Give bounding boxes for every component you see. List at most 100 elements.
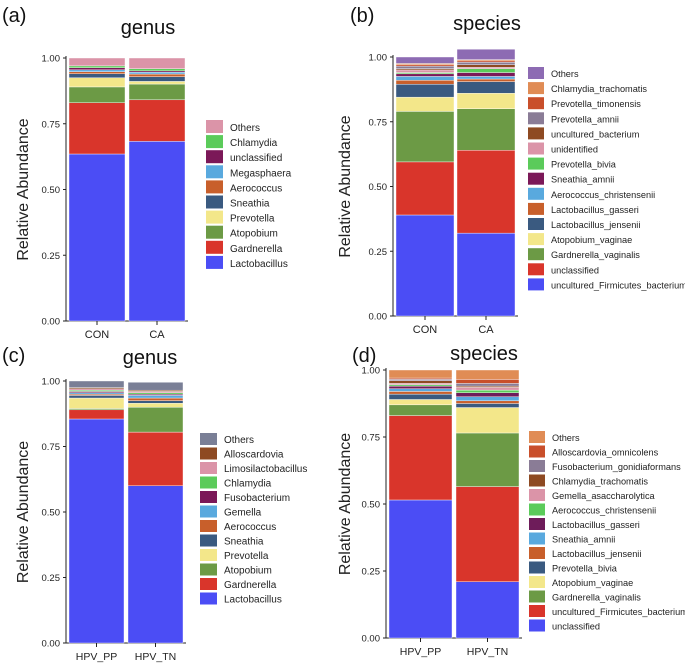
legend-label: Aerococcus <box>230 183 282 194</box>
bar-segment-lactobacillus <box>127 485 184 644</box>
bar-segment-unidentified <box>395 69 455 73</box>
bar-segment-gemella-asaccharolytica <box>455 387 520 391</box>
legend-swatch <box>528 142 544 155</box>
bar-segment-prevotella-bivia <box>388 393 453 400</box>
bar-segment-megasphaera <box>128 72 186 75</box>
legend-swatch <box>528 97 544 110</box>
legend-label: Prevotella <box>224 551 269 562</box>
legend-label: unclassified <box>230 153 282 164</box>
bar-segment-gardnerella-vaginalis <box>455 432 520 487</box>
y-axis-label: Relative Abundance <box>337 115 354 257</box>
bar-segment-others <box>68 57 126 67</box>
y-tick-label: 1.00 <box>42 54 61 65</box>
legend-swatch <box>529 460 545 472</box>
bar-segment-aerococcus <box>68 71 126 74</box>
bar-segment-aerococcus <box>128 73 186 77</box>
legend-swatch <box>200 592 217 605</box>
bar-segment-lactobacillus <box>128 141 186 322</box>
bar-segment-gardnerella <box>128 99 186 142</box>
y-axis-label: Relative Abundance <box>15 441 32 583</box>
y-tick-label: 0.25 <box>369 247 388 258</box>
bar-segment-atopobium-vaginae <box>388 399 453 406</box>
legend-label: Atopobium_vaginae <box>551 235 632 245</box>
bar-segment-lactobacillus-gasseri <box>395 80 455 85</box>
bar-segment-uncultured-bacterium <box>456 64 516 68</box>
legend-swatch <box>529 619 545 632</box>
legend-swatch <box>206 180 223 194</box>
y-tick-label: 0.00 <box>42 639 61 650</box>
panel-label: (b) <box>350 5 374 27</box>
legend-label: unclassified <box>552 622 600 632</box>
legend-label: Fusobacterium_gonidiaformans <box>552 462 681 472</box>
legend-label: Lactobacillus <box>224 595 282 606</box>
bar-segment-unclassified <box>455 581 520 639</box>
legend-swatch <box>206 195 223 209</box>
legend-label: Alloscardovia <box>224 450 284 461</box>
legend-swatch <box>529 503 545 516</box>
bar-segment-prevotella <box>127 403 184 408</box>
bar-segment-prevotella <box>68 77 126 88</box>
bar-segment-gemella <box>127 395 184 399</box>
legend-swatch <box>528 218 544 230</box>
y-tick-label: 0.75 <box>362 433 381 444</box>
x-tick-label: CA <box>478 324 494 336</box>
legend-swatch <box>529 474 545 487</box>
legend-label: Prevotella_bivia <box>552 564 618 574</box>
legend-swatch <box>529 547 545 559</box>
legend-swatch <box>528 278 544 291</box>
bar-segment-aerococcus-christensenii <box>395 76 455 81</box>
legend-label: Atopobium <box>224 566 272 577</box>
legend-label: Gardnerella_vaginalis <box>552 593 641 603</box>
legend-label: Gardnerella <box>230 244 283 255</box>
bar-segment-uncultured-firmicutes-bacterium <box>456 232 516 317</box>
bar-segment-chlamydia-trachomatis <box>455 385 520 388</box>
legend-label: Chlamydia <box>224 479 272 490</box>
legend-label: Atopobium_vaginae <box>552 578 633 588</box>
y-tick-label: 0.50 <box>362 500 381 511</box>
x-tick-label: CA <box>149 329 165 341</box>
legend-label: Gemella_asaccharolytica <box>552 491 656 501</box>
legend-label: Sneathia_amnii <box>551 175 614 185</box>
bar-segment-others <box>388 369 453 379</box>
bar-segment-gardnerella-vaginalis <box>456 108 516 151</box>
bar-segment-aerococcus <box>127 397 184 401</box>
legend-swatch <box>206 255 223 269</box>
bar-segment-sneathia-amnii <box>456 72 516 77</box>
bar-segment-aerococcus-christensenii <box>456 76 516 80</box>
legend-label: Lactobacillus_gasseri <box>552 520 640 530</box>
legend-label: Aerococcus_christensenii <box>552 506 656 516</box>
bar-segment-alloscardovia-omnicolens <box>388 377 453 380</box>
bar-segment-uncultured-firmicutes-bacterium <box>388 415 453 501</box>
legend-swatch <box>200 476 217 489</box>
bar-segment-others <box>127 382 184 391</box>
bar-segment-uncultured-firmicutes-bacterium <box>395 214 455 317</box>
chart-panel-2: (b) species Relative Abundance 0.00 0.25 0.50… <box>337 5 685 336</box>
legend-label: Fusobacterium <box>224 493 290 504</box>
bar-segment-others <box>456 49 516 60</box>
legend: Others Chlamydia_trachomatis Prevotella_ti… <box>528 67 685 291</box>
y-tick-label: 0.50 <box>42 508 61 519</box>
legend-swatch <box>529 561 545 574</box>
legend-swatch <box>200 447 217 460</box>
bar-segment-gardnerella <box>127 431 184 486</box>
y-tick-label: 0.75 <box>369 117 388 128</box>
legend: Others Chlamydia unclassified Megasphaera Ae… <box>206 120 292 270</box>
legend-swatch <box>529 518 545 530</box>
x-tick-label: HPV_TN <box>135 651 176 663</box>
bar-segment-gemella-asaccharolytica <box>388 383 453 385</box>
y-tick-label: 1.00 <box>369 53 388 64</box>
bar-segment-gardnerella <box>68 102 126 155</box>
bar-segment-chlamydia <box>68 65 126 68</box>
bar-segment-gardnerella-vaginalis <box>388 404 453 416</box>
bar-segment-unclassified <box>395 161 455 216</box>
panel-label: (a) <box>2 5 26 27</box>
y-tick-label: 0.25 <box>42 251 61 262</box>
legend-swatch <box>529 489 545 501</box>
legend-label: Atopobium <box>230 229 278 240</box>
bar-segment-gardnerella <box>68 409 125 420</box>
legend-swatch <box>529 431 545 443</box>
bar-segment-prevotella-amnii <box>395 65 455 69</box>
x-tick-label: HPV_PP <box>400 646 441 658</box>
bar-segment-fusobacterium-gonidiaformans <box>455 383 520 387</box>
y-tick-label: 0.50 <box>42 185 61 196</box>
